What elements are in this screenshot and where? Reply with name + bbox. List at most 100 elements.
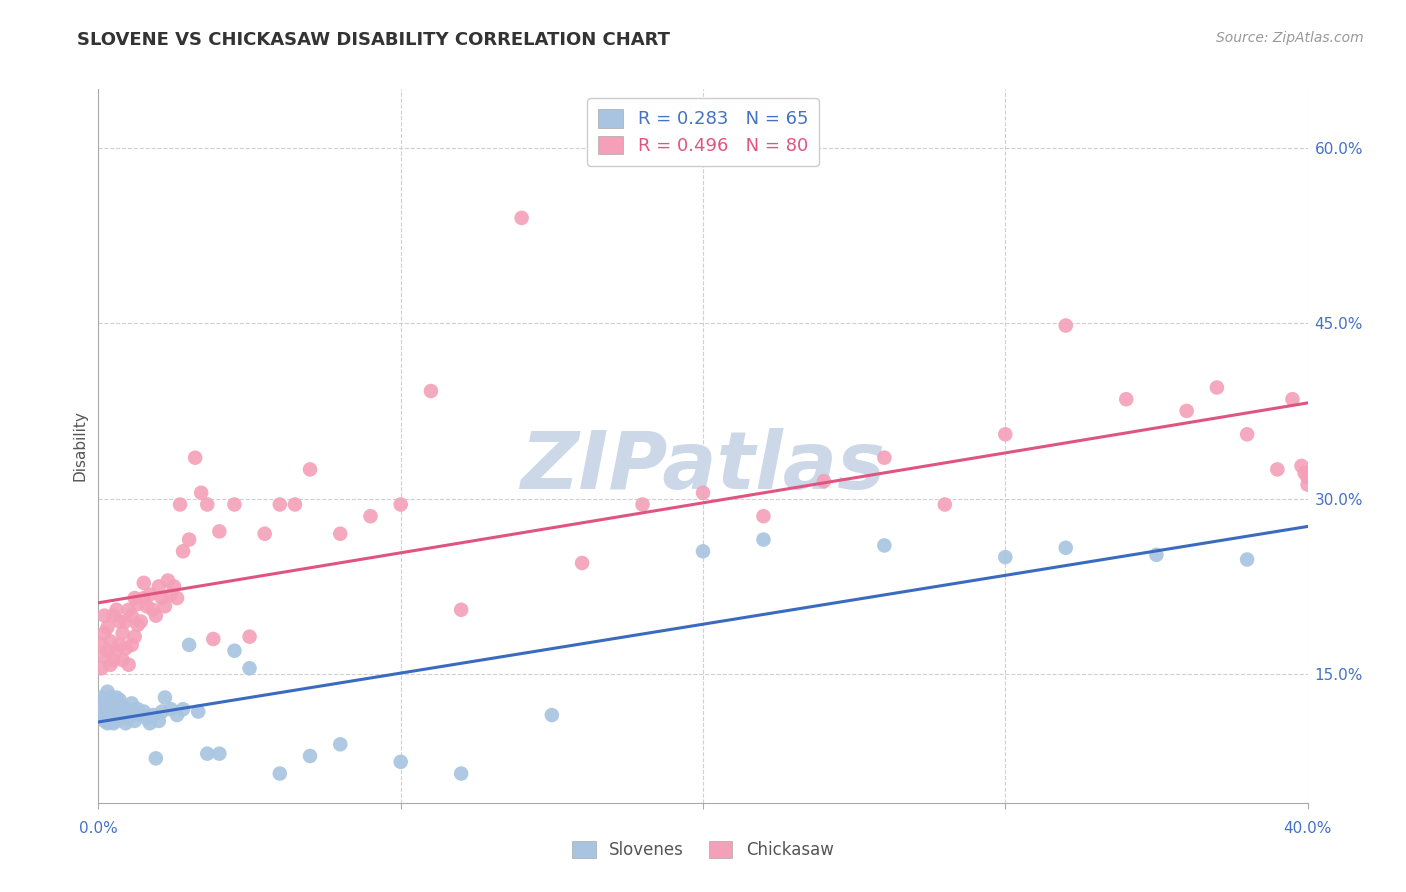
- Point: [100, 634, 122, 648]
- Point: [118, 702, 141, 716]
- Point: [100, 699, 122, 714]
- Point: [179, 533, 201, 547]
- Point: [1267, 462, 1289, 476]
- Text: ZIPatlas: ZIPatlas: [520, 428, 886, 507]
- Point: [224, 498, 246, 512]
- Point: [148, 579, 170, 593]
- Point: [111, 653, 134, 667]
- Point: [1294, 466, 1316, 480]
- Point: [118, 712, 141, 726]
- Point: [100, 690, 122, 705]
- Point: [111, 699, 134, 714]
- Point: [139, 588, 162, 602]
- Point: [994, 427, 1017, 442]
- Point: [108, 638, 131, 652]
- Point: [103, 608, 125, 623]
- Point: [105, 603, 128, 617]
- Point: [1296, 477, 1319, 491]
- Point: [934, 498, 956, 512]
- Point: [239, 630, 262, 644]
- Point: [184, 450, 207, 465]
- Point: [90, 661, 112, 675]
- Point: [105, 702, 128, 716]
- Point: [202, 632, 225, 646]
- Point: [135, 712, 157, 726]
- Point: [571, 556, 593, 570]
- Point: [121, 638, 143, 652]
- Point: [108, 693, 131, 707]
- Point: [160, 702, 183, 716]
- Point: [1175, 404, 1198, 418]
- Point: [132, 705, 155, 719]
- Point: [1054, 541, 1077, 555]
- Point: [160, 588, 183, 602]
- Point: [90, 697, 112, 711]
- Point: [752, 509, 775, 524]
- Point: [105, 714, 128, 728]
- Point: [100, 712, 122, 726]
- Point: [139, 716, 162, 731]
- Point: [114, 716, 136, 731]
- Point: [172, 544, 194, 558]
- Point: [329, 526, 352, 541]
- Text: Source: ZipAtlas.com: Source: ZipAtlas.com: [1216, 31, 1364, 45]
- Point: [510, 211, 533, 225]
- Point: [129, 708, 152, 723]
- Point: [105, 644, 128, 658]
- Point: [813, 474, 835, 488]
- Point: [96, 620, 118, 634]
- Point: [208, 747, 231, 761]
- Point: [108, 615, 131, 629]
- Point: [389, 498, 412, 512]
- Point: [93, 702, 115, 716]
- Point: [148, 714, 170, 728]
- Point: [1291, 458, 1313, 473]
- Point: [127, 702, 149, 716]
- Point: [96, 644, 118, 658]
- Point: [269, 766, 291, 780]
- Point: [93, 649, 115, 664]
- Point: [190, 485, 212, 500]
- Point: [96, 697, 118, 711]
- Point: [269, 498, 291, 512]
- Point: [1236, 427, 1258, 442]
- Point: [1236, 552, 1258, 566]
- Point: [389, 755, 412, 769]
- Point: [145, 608, 167, 623]
- Point: [153, 599, 176, 614]
- Point: [1115, 392, 1137, 407]
- Point: [129, 615, 152, 629]
- Point: [284, 498, 307, 512]
- Point: [114, 705, 136, 719]
- Point: [118, 603, 141, 617]
- Point: [124, 714, 146, 728]
- Point: [166, 708, 188, 723]
- Point: [118, 657, 141, 672]
- Point: [103, 708, 125, 723]
- Text: 40.0%: 40.0%: [1284, 822, 1331, 837]
- Point: [420, 384, 443, 398]
- Legend: Slovenes, Chickasaw: Slovenes, Chickasaw: [565, 834, 841, 866]
- Point: [105, 690, 128, 705]
- Point: [540, 708, 562, 723]
- Point: [103, 716, 125, 731]
- Point: [93, 626, 115, 640]
- Point: [93, 714, 115, 728]
- Point: [132, 575, 155, 590]
- Point: [450, 766, 472, 780]
- Point: [132, 591, 155, 605]
- Point: [873, 450, 896, 465]
- Point: [142, 603, 165, 617]
- Point: [692, 544, 714, 558]
- Point: [450, 603, 472, 617]
- Point: [195, 498, 218, 512]
- Point: [156, 574, 179, 588]
- Point: [90, 638, 112, 652]
- Point: [299, 462, 322, 476]
- Point: [187, 705, 209, 719]
- Point: [96, 705, 118, 719]
- Point: [121, 608, 143, 623]
- Point: [1206, 380, 1229, 394]
- Point: [299, 749, 322, 764]
- Point: [111, 626, 134, 640]
